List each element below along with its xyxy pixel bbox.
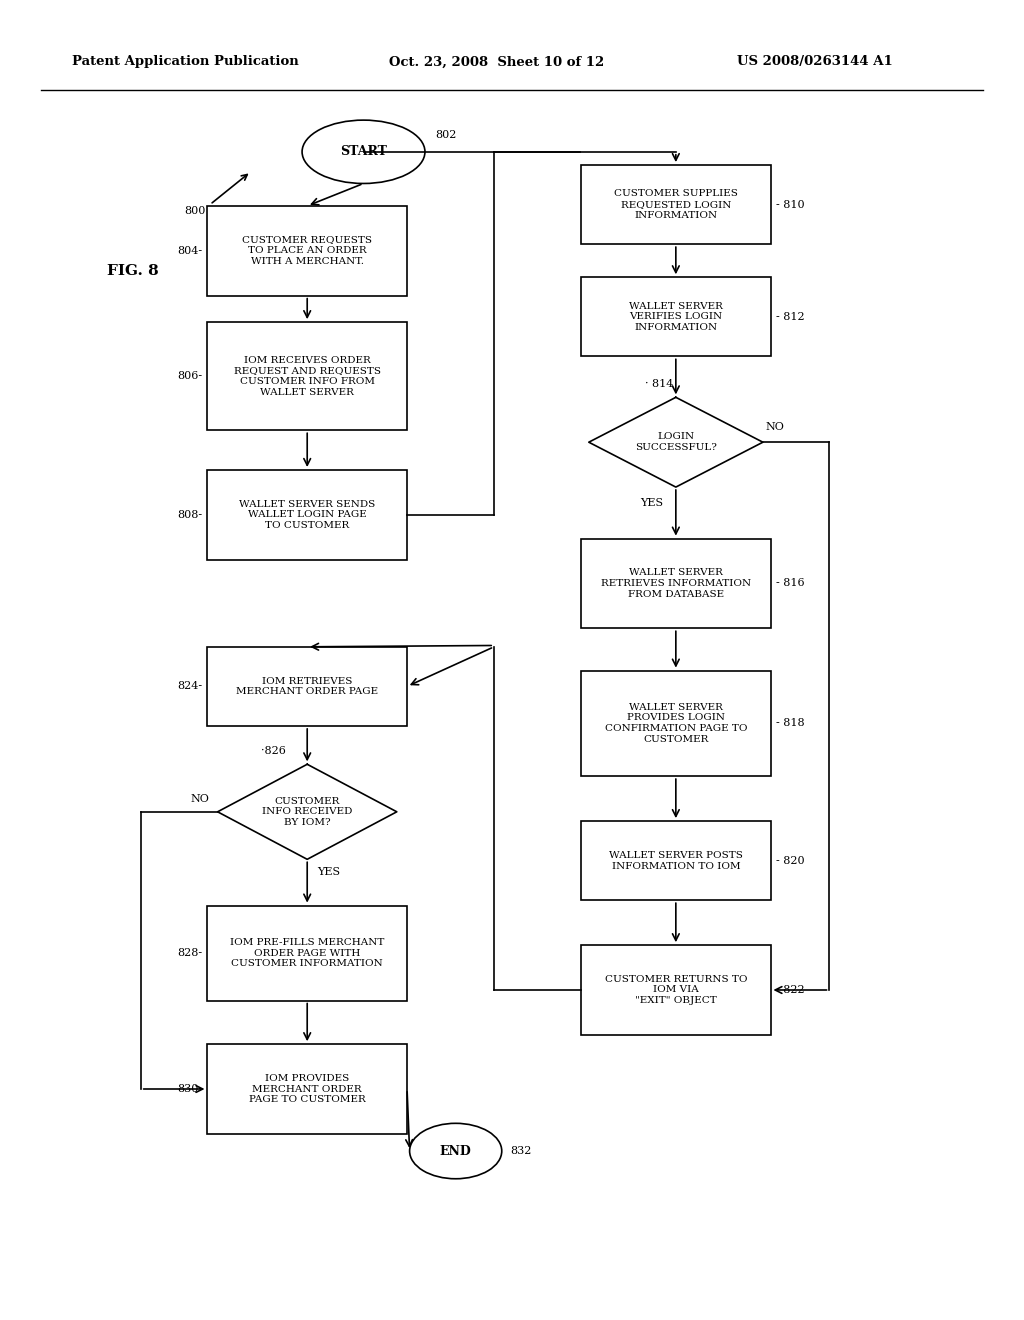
Text: ·826: ·826: [261, 746, 286, 756]
Polygon shape: [217, 764, 396, 859]
Polygon shape: [589, 397, 763, 487]
Text: 832: 832: [510, 1146, 531, 1156]
Text: 800: 800: [184, 206, 205, 216]
FancyBboxPatch shape: [207, 647, 407, 726]
Text: END: END: [439, 1144, 472, 1158]
Text: - 812: - 812: [776, 312, 804, 322]
Text: - 822: - 822: [776, 985, 804, 995]
Text: 824-: 824-: [177, 681, 202, 692]
Ellipse shape: [410, 1123, 502, 1179]
Text: WALLET SERVER
PROVIDES LOGIN
CONFIRMATION PAGE TO
CUSTOMER: WALLET SERVER PROVIDES LOGIN CONFIRMATIO…: [604, 702, 748, 744]
Text: 802: 802: [435, 129, 457, 140]
Text: - 816: - 816: [776, 578, 804, 589]
Text: CUSTOMER
INFO RECEIVED
BY IOM?: CUSTOMER INFO RECEIVED BY IOM?: [262, 796, 352, 828]
Text: WALLET SERVER
VERIFIES LOGIN
INFORMATION: WALLET SERVER VERIFIES LOGIN INFORMATION: [629, 301, 723, 333]
FancyBboxPatch shape: [582, 821, 770, 900]
Text: START: START: [340, 145, 387, 158]
FancyBboxPatch shape: [207, 1044, 407, 1134]
Text: YES: YES: [640, 498, 664, 508]
Text: Patent Application Publication: Patent Application Publication: [72, 55, 298, 69]
FancyBboxPatch shape: [582, 277, 770, 356]
Text: NO: NO: [766, 421, 784, 432]
Text: WALLET SERVER SENDS
WALLET LOGIN PAGE
TO CUSTOMER: WALLET SERVER SENDS WALLET LOGIN PAGE TO…: [239, 499, 376, 531]
FancyBboxPatch shape: [207, 322, 407, 430]
Text: NO: NO: [190, 793, 209, 804]
Text: IOM RECEIVES ORDER
REQUEST AND REQUESTS
CUSTOMER INFO FROM
WALLET SERVER: IOM RECEIVES ORDER REQUEST AND REQUESTS …: [233, 355, 381, 397]
Text: · 814: · 814: [645, 379, 674, 389]
Text: IOM RETRIEVES
MERCHANT ORDER PAGE: IOM RETRIEVES MERCHANT ORDER PAGE: [237, 677, 378, 696]
Text: IOM PRE-FILLS MERCHANT
ORDER PAGE WITH
CUSTOMER INFORMATION: IOM PRE-FILLS MERCHANT ORDER PAGE WITH C…: [230, 937, 384, 969]
Ellipse shape: [302, 120, 425, 183]
Text: FIG. 8: FIG. 8: [108, 264, 159, 277]
Text: Oct. 23, 2008  Sheet 10 of 12: Oct. 23, 2008 Sheet 10 of 12: [389, 55, 604, 69]
FancyBboxPatch shape: [207, 470, 407, 560]
Text: WALLET SERVER POSTS
INFORMATION TO IOM: WALLET SERVER POSTS INFORMATION TO IOM: [609, 851, 742, 870]
Text: 806-: 806-: [177, 371, 202, 381]
FancyBboxPatch shape: [582, 671, 770, 776]
FancyBboxPatch shape: [207, 206, 407, 296]
FancyBboxPatch shape: [207, 906, 407, 1001]
Text: - 820: - 820: [776, 855, 804, 866]
Text: CUSTOMER SUPPLIES
REQUESTED LOGIN
INFORMATION: CUSTOMER SUPPLIES REQUESTED LOGIN INFORM…: [614, 189, 737, 220]
Text: 808-: 808-: [177, 510, 202, 520]
FancyBboxPatch shape: [582, 945, 770, 1035]
FancyBboxPatch shape: [582, 539, 770, 628]
Text: 804-: 804-: [177, 246, 202, 256]
Text: LOGIN
SUCCESSFUL?: LOGIN SUCCESSFUL?: [635, 433, 717, 451]
Text: CUSTOMER RETURNS TO
IOM VIA
"EXIT" OBJECT: CUSTOMER RETURNS TO IOM VIA "EXIT" OBJEC…: [604, 974, 748, 1006]
Text: WALLET SERVER
RETRIEVES INFORMATION
FROM DATABASE: WALLET SERVER RETRIEVES INFORMATION FROM…: [601, 568, 751, 599]
Text: 830-: 830-: [177, 1084, 202, 1094]
FancyBboxPatch shape: [582, 165, 770, 244]
Text: IOM PROVIDES
MERCHANT ORDER
PAGE TO CUSTOMER: IOM PROVIDES MERCHANT ORDER PAGE TO CUST…: [249, 1073, 366, 1105]
Text: YES: YES: [317, 867, 341, 878]
Text: US 2008/0263144 A1: US 2008/0263144 A1: [737, 55, 893, 69]
Text: CUSTOMER REQUESTS
TO PLACE AN ORDER
WITH A MERCHANT.: CUSTOMER REQUESTS TO PLACE AN ORDER WITH…: [243, 235, 372, 267]
Text: 828-: 828-: [177, 948, 202, 958]
Text: - 810: - 810: [776, 199, 804, 210]
Text: - 818: - 818: [776, 718, 804, 729]
